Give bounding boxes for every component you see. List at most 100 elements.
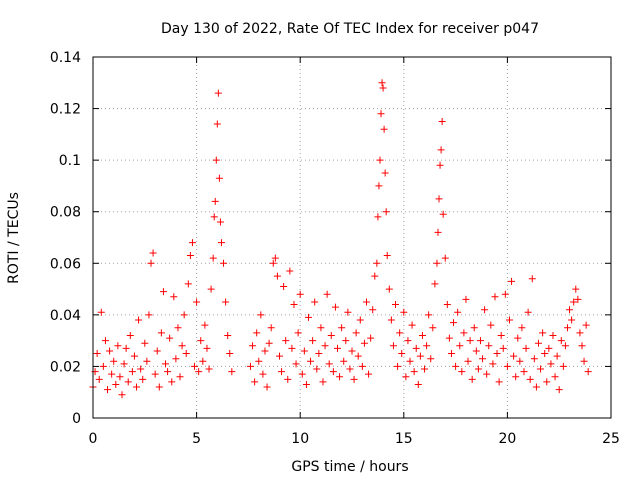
data-point [387, 316, 395, 324]
data-point [205, 365, 213, 373]
data-point [321, 342, 329, 350]
data-point [296, 290, 304, 298]
data-point [93, 350, 101, 358]
data-point [582, 321, 590, 329]
x-tick-label: 25 [602, 431, 620, 447]
y-tick-label: 0.14 [50, 50, 81, 66]
data-point [178, 342, 186, 350]
y-tick-label: 0.08 [50, 205, 81, 221]
data-point [489, 360, 497, 368]
data-point [493, 350, 501, 358]
data-point [474, 365, 482, 373]
data-point [352, 329, 360, 337]
data-point [383, 252, 391, 260]
data-point [213, 120, 221, 128]
data-point [549, 331, 557, 339]
data-point [284, 375, 292, 383]
data-point [255, 357, 263, 365]
data-point [135, 316, 143, 324]
data-point [110, 357, 118, 365]
data-point [557, 337, 565, 345]
data-point [381, 169, 389, 177]
data-point [319, 378, 327, 386]
data-point [212, 156, 220, 164]
data-point [288, 344, 296, 352]
data-point [331, 303, 339, 311]
data-point [363, 298, 371, 306]
data-point [434, 228, 442, 236]
data-point [222, 298, 230, 306]
data-point [273, 272, 281, 280]
data-point [267, 324, 275, 332]
data-point [532, 383, 540, 391]
data-point [290, 301, 298, 309]
data-point [151, 370, 159, 378]
x-tick-label: 15 [395, 431, 413, 447]
data-point [563, 324, 571, 332]
data-point [155, 383, 163, 391]
data-point [392, 301, 400, 309]
data-point [541, 350, 549, 358]
data-point [128, 368, 136, 376]
data-point [522, 344, 530, 352]
data-point [400, 308, 408, 316]
data-point [278, 368, 286, 376]
data-point [286, 267, 294, 275]
data-point [350, 375, 358, 383]
data-point [172, 355, 180, 363]
data-point [184, 280, 192, 288]
data-point [199, 357, 207, 365]
data-point [561, 342, 569, 350]
data-point [354, 352, 362, 360]
data-point [149, 249, 157, 257]
data-point [137, 365, 145, 373]
data-point [483, 370, 491, 378]
data-point [534, 339, 542, 347]
data-point [551, 373, 559, 381]
data-point [396, 329, 404, 337]
data-point [555, 386, 563, 394]
data-point [259, 370, 267, 378]
data-point [553, 352, 561, 360]
y-tick-label: 0.12 [50, 102, 81, 118]
data-point [491, 293, 499, 301]
data-point [433, 259, 441, 267]
data-point [454, 308, 462, 316]
data-point [157, 329, 165, 337]
data-point [545, 344, 553, 352]
data-point [325, 360, 333, 368]
data-point [215, 174, 223, 182]
data-point [499, 344, 507, 352]
data-point [329, 368, 337, 376]
data-point [580, 357, 588, 365]
data-point [292, 360, 300, 368]
data-point [510, 352, 518, 360]
data-point [402, 373, 410, 381]
data-point [375, 182, 383, 190]
data-point [246, 362, 254, 370]
data-point [210, 213, 218, 221]
data-point [572, 285, 580, 293]
data-points [89, 79, 592, 399]
data-point [317, 324, 325, 332]
data-point [518, 324, 526, 332]
data-point [520, 368, 528, 376]
data-point [568, 316, 576, 324]
data-point [203, 344, 211, 352]
data-point [530, 355, 538, 363]
data-point [226, 350, 234, 358]
data-point [470, 324, 478, 332]
data-point [133, 383, 141, 391]
data-point [333, 344, 341, 352]
data-point [501, 290, 509, 298]
x-tick-label: 5 [192, 431, 201, 447]
data-point [382, 208, 390, 216]
data-point [404, 337, 412, 345]
axes: 0 5 10 15 20 25 0 0.02 0.04 0.06 0.08 0.1 0.12 0.14 [50, 50, 620, 447]
data-point [406, 357, 414, 365]
data-point [122, 344, 130, 352]
data-point [416, 352, 424, 360]
data-point [280, 282, 288, 290]
data-point [576, 329, 584, 337]
